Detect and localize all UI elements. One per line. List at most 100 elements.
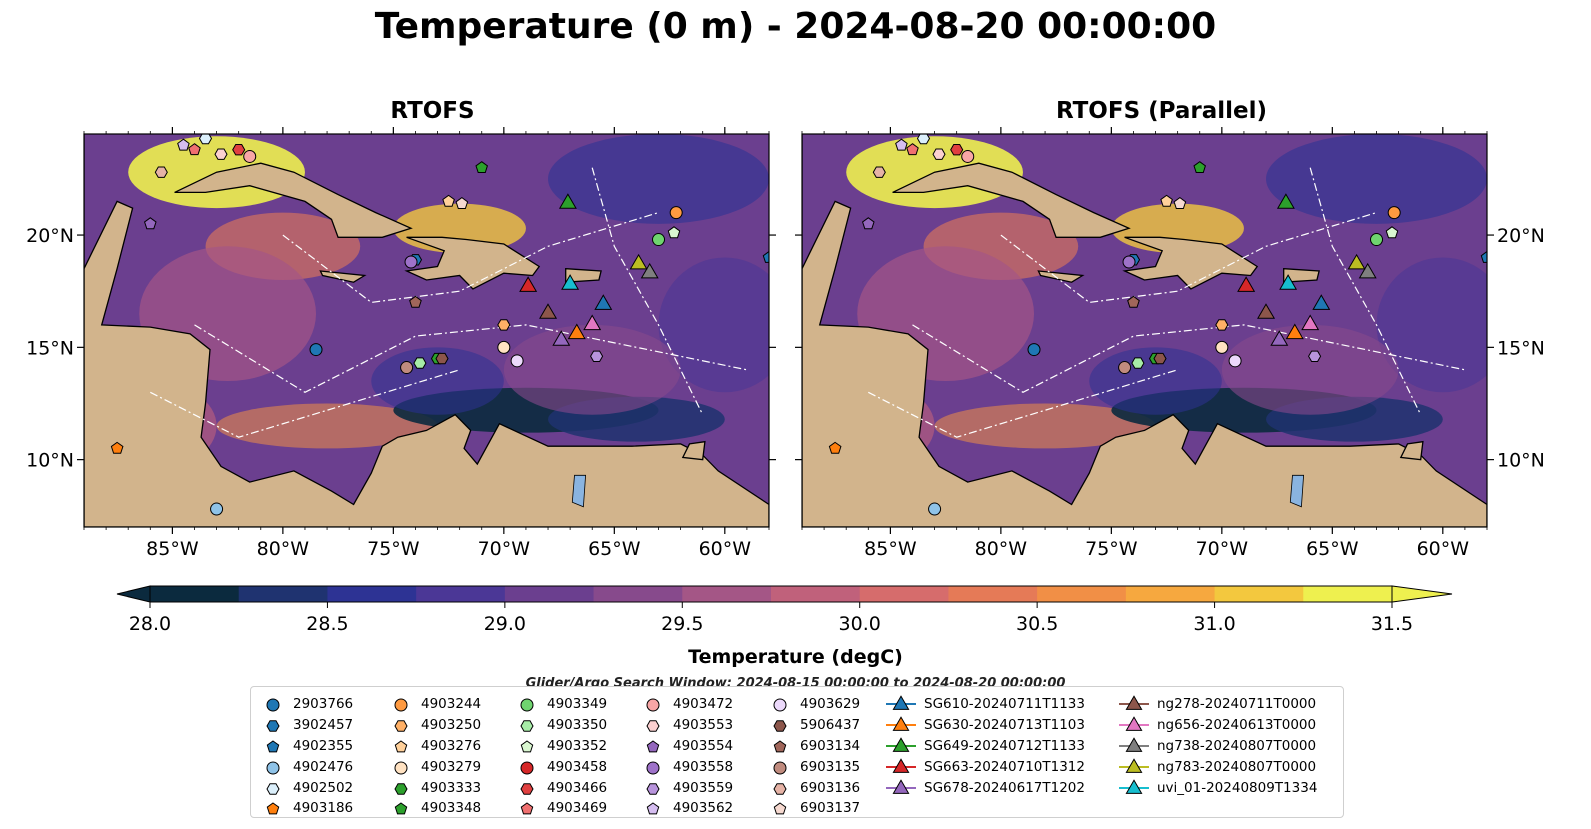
pentagon-marker-icon	[520, 740, 534, 753]
legend-label: SG678-20240617T1202	[924, 779, 1085, 796]
legend-label: 6903136	[800, 779, 861, 796]
legend-label: 4903333	[421, 779, 482, 796]
colorbar-tick-label: 31.0	[1193, 613, 1235, 635]
argo-float-4903250	[1215, 319, 1229, 331]
pentagon-marker-icon	[646, 802, 660, 815]
legend-item: 4903186	[259, 798, 353, 819]
argo-float-6903137	[1173, 196, 1187, 209]
land-polygon	[892, 162, 1131, 238]
triangle-marker-icon	[1119, 695, 1149, 711]
colorbar-segment	[682, 586, 772, 602]
legend-label: 4903559	[673, 779, 734, 796]
legend-label: 6903137	[800, 800, 861, 817]
argo-float-4902476	[210, 502, 224, 516]
glider-SG678-20240617T1202	[552, 330, 571, 346]
colorbar-tick-label: 28.5	[306, 613, 348, 635]
legend-item: SG649-20240712T1133	[884, 736, 1085, 757]
boundary-line	[868, 369, 1178, 438]
circle-marker-icon	[773, 698, 787, 712]
argo-float-4903276	[442, 194, 455, 207]
circle-marker-icon	[266, 761, 280, 775]
legend-label: 4903349	[547, 696, 608, 713]
boundary-line	[912, 324, 1466, 393]
legend-item: 4903469	[513, 798, 607, 819]
legend-label: SG610-20240711T1133	[924, 696, 1085, 713]
legend-item: SG610-20240711T1133	[884, 694, 1085, 715]
legend-item: 4903352	[513, 736, 607, 757]
legend-item: 4902355	[259, 736, 353, 757]
boundary-line	[194, 324, 748, 393]
legend-item: 4903349	[513, 694, 607, 715]
glider-ng738-20240807T0000	[640, 262, 659, 279]
circle-marker-icon	[520, 698, 534, 712]
legend-item: 5906437	[766, 715, 860, 736]
legend-item: 4903350	[513, 715, 607, 736]
argo-float-4903469	[906, 143, 919, 156]
legend-item: 6903135	[766, 756, 860, 777]
argo-float-6903135	[400, 361, 414, 375]
triangle-marker-icon	[886, 737, 916, 752]
pentagon-marker-icon	[646, 740, 660, 753]
glider-ng656-20240613T0000	[1301, 314, 1320, 331]
circle-marker-icon	[646, 761, 660, 775]
argo-float-4903458	[1492, 386, 1504, 398]
lat-tick-label: 20°N	[1497, 225, 1545, 247]
colorbar-segment	[416, 586, 506, 602]
argo-float-4902502	[198, 134, 213, 145]
hexagon-marker-icon	[520, 782, 534, 795]
pentagon-marker-icon	[773, 740, 787, 753]
pentagon-marker-icon	[773, 802, 787, 815]
hexagon-marker-icon	[773, 720, 787, 732]
argo-float-4903279	[1215, 340, 1229, 354]
legend-column: ng278-20240711T0000 ng656-20240613T0000 ng…	[1117, 694, 1317, 798]
argo-float-4903472	[961, 149, 975, 163]
argo-float-4903469	[188, 143, 201, 156]
glider-SG663-20240710T1312	[1237, 276, 1256, 292]
colorbar-segment	[238, 586, 328, 602]
temperature-patch	[503, 324, 681, 415]
argo-float-4903466	[950, 144, 964, 156]
legend-label: 3902457	[293, 717, 354, 734]
circle-marker-icon	[773, 761, 787, 775]
temperature-patch	[1376, 257, 1487, 393]
legend-label: 4903458	[547, 758, 608, 775]
colorbar-tick-label: 30.0	[839, 613, 881, 635]
legend-label: 4902476	[293, 758, 354, 775]
argo-float-6903136	[872, 166, 886, 178]
glider-uvi_01-20240809T1334	[1279, 274, 1298, 290]
triangle-marker-icon	[1119, 758, 1149, 773]
colorbar-extend-high	[1391, 585, 1453, 603]
lat-tick-label: 20°N	[26, 225, 74, 247]
argo-float-4902355	[1480, 250, 1487, 263]
lon-tick-label: 60°W	[699, 538, 752, 560]
legend-label: 4903472	[673, 696, 734, 713]
legend-label: 4903348	[421, 800, 482, 817]
argo-float-6903135	[1118, 361, 1132, 375]
hexagon-marker-icon	[394, 782, 408, 795]
argo-float-4903348	[1193, 161, 1206, 173]
lat-tick-label: 15°N	[26, 337, 74, 359]
colorbar-segment	[1037, 586, 1127, 602]
temperature-patch	[934, 403, 1156, 449]
argo-float-4902476	[928, 502, 942, 516]
argo-float-4903559	[590, 350, 604, 362]
colorbar-segment	[150, 586, 240, 602]
argo-float-4903559	[1308, 350, 1322, 362]
argo-float-4903553	[214, 148, 228, 160]
boundary-line	[150, 369, 460, 438]
legend-label: 4903469	[547, 800, 608, 817]
argo-float-4903352	[667, 226, 681, 239]
colorbar: 28.0 28.5 29.0 29.5 30.0 30.5 31.0 31.5	[116, 585, 1453, 635]
argo-float-4903349	[652, 233, 666, 247]
legend-label: SG649-20240712T1133	[924, 737, 1085, 754]
argo-float-4903244	[1387, 206, 1401, 220]
temperature-patch	[548, 134, 769, 224]
argo-float-4903279	[497, 340, 511, 354]
argo-float-4903562	[895, 138, 908, 151]
legend-item: 6903136	[766, 777, 860, 798]
colorbar-segment	[1214, 586, 1304, 602]
lon-tick-label: 75°W	[367, 538, 420, 560]
triangle-marker-icon	[886, 716, 916, 732]
legend-item: SG663-20240710T1312	[884, 756, 1085, 777]
argo-float-2903766	[1027, 343, 1041, 357]
